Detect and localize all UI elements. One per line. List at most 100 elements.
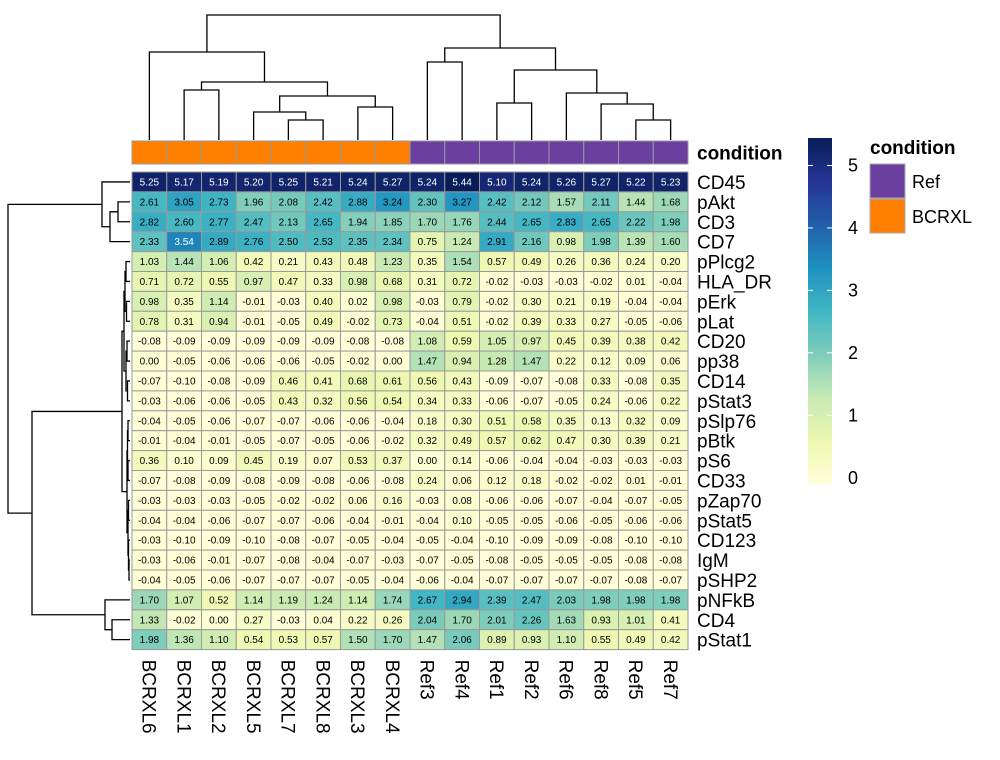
row-label: CD7 bbox=[697, 233, 735, 254]
cell-value-label: -0.05 bbox=[659, 496, 682, 507]
cell-value-label: 0.93 bbox=[522, 635, 542, 646]
cell-value-label: 0.35 bbox=[418, 257, 438, 268]
cell-value-label: 0.22 bbox=[661, 396, 681, 407]
dendrogram-branch bbox=[279, 95, 376, 112]
cell-value-label: -0.06 bbox=[207, 396, 230, 407]
cell-value-label: 0.19 bbox=[591, 297, 611, 308]
row-label: pStat1 bbox=[697, 631, 752, 652]
cell-value-label: -0.03 bbox=[416, 297, 439, 308]
dendrogram-branch bbox=[126, 380, 130, 402]
annotation-cell bbox=[444, 140, 480, 165]
cell-value-label: 2.88 bbox=[348, 197, 368, 208]
cell-value-label: 2.04 bbox=[418, 615, 438, 626]
cell-value-label: -0.02 bbox=[555, 476, 578, 487]
cell-value-label: 0.51 bbox=[487, 416, 507, 427]
cell-value-label: 2.42 bbox=[487, 197, 507, 208]
cell-value-label: 0.13 bbox=[591, 416, 611, 427]
cell-value-label: 0.34 bbox=[418, 396, 438, 407]
cell-value-label: 0.12 bbox=[487, 476, 507, 487]
cell-value-label: 0.43 bbox=[452, 376, 472, 387]
cell-value-label: -0.08 bbox=[624, 376, 647, 387]
dendrogram-branch bbox=[111, 619, 130, 641]
cell-value-label: 0.56 bbox=[418, 376, 438, 387]
cell-value-label: -0.06 bbox=[485, 496, 508, 507]
cell-value-label: 1.03 bbox=[140, 257, 160, 268]
cell-value-label: -0.04 bbox=[312, 556, 335, 567]
cell-value-label: 0.06 bbox=[452, 476, 472, 487]
cell-value-label: 0.45 bbox=[557, 337, 577, 348]
cell-value-label: -0.07 bbox=[242, 575, 265, 586]
cell-value-label: -0.04 bbox=[451, 575, 474, 586]
cell-value-label: 0.33 bbox=[557, 317, 577, 328]
cell-value-label: -0.04 bbox=[451, 536, 474, 547]
cell-value-label: 0.98 bbox=[348, 277, 368, 288]
annotation-cell bbox=[201, 140, 237, 165]
cell-value-label: -0.03 bbox=[659, 456, 682, 467]
cell-value-label: -0.06 bbox=[277, 357, 300, 368]
cell-value-label: -0.05 bbox=[242, 436, 265, 447]
cell-value-label: -0.09 bbox=[312, 337, 335, 348]
cell-value-label: 0.41 bbox=[661, 615, 681, 626]
cell-value-label: -0.08 bbox=[555, 376, 578, 387]
cell-value-label: 0.47 bbox=[279, 277, 299, 288]
cell-value-label: 0.24 bbox=[591, 396, 611, 407]
cell-value-label: 0.39 bbox=[626, 436, 646, 447]
column-dendrogram bbox=[148, 14, 672, 140]
cell-value-label: -0.07 bbox=[485, 575, 508, 586]
colorbar-gradient bbox=[808, 138, 832, 484]
cell-value-label: 0.20 bbox=[661, 257, 681, 268]
cell-value-label: -0.06 bbox=[242, 357, 265, 368]
cell-value-label: -0.06 bbox=[346, 416, 369, 427]
cell-value-label: 1.76 bbox=[452, 217, 472, 228]
cell-value-label: 1.19 bbox=[279, 595, 299, 606]
cell-value-label: -0.09 bbox=[520, 536, 543, 547]
cell-value-label: 0.21 bbox=[279, 257, 299, 268]
cell-value-label: 0.14 bbox=[452, 456, 472, 467]
cell-value-label: -0.03 bbox=[590, 456, 613, 467]
cell-value-label: 0.51 bbox=[452, 317, 472, 328]
cell-value-label: 5.26 bbox=[557, 177, 577, 188]
cell-value-label: -0.02 bbox=[312, 496, 335, 507]
row-label: CD20 bbox=[697, 332, 746, 353]
cell-value-label: -0.10 bbox=[624, 536, 647, 547]
cell-value-label: 0.30 bbox=[522, 297, 542, 308]
cell-value-label: -0.06 bbox=[485, 396, 508, 407]
cell-value-label: -0.06 bbox=[207, 416, 230, 427]
cell-value-label: 1.24 bbox=[452, 237, 472, 248]
cell-value-label: 0.01 bbox=[626, 277, 646, 288]
cell-value-label: 0.12 bbox=[591, 357, 611, 368]
cell-value-label: 1.70 bbox=[418, 217, 438, 228]
dendrogram-branch bbox=[496, 102, 533, 140]
cell-value-label: 2.50 bbox=[279, 237, 299, 248]
cell-value-label: 2.11 bbox=[592, 197, 611, 208]
cell-value-label: 0.40 bbox=[313, 297, 333, 308]
cell-value-label: -0.10 bbox=[242, 536, 265, 547]
cell-value-label: -0.09 bbox=[242, 337, 265, 348]
column-label: BCRXL3 bbox=[346, 660, 367, 734]
row-label: IgM bbox=[697, 551, 729, 572]
column-label: Ref1 bbox=[485, 660, 506, 700]
cell-value-label: 1.06 bbox=[209, 257, 229, 268]
dendrogram-branch bbox=[513, 69, 598, 103]
cell-value-label: 0.04 bbox=[313, 615, 333, 626]
cell-value-label: 0.35 bbox=[174, 297, 194, 308]
cell-value-label: 0.42 bbox=[244, 257, 264, 268]
cell-value-label: -0.07 bbox=[555, 575, 578, 586]
cell-value-label: 1.94 bbox=[348, 217, 368, 228]
row-label: CD123 bbox=[697, 531, 756, 552]
cell-value-label: -0.04 bbox=[138, 416, 161, 427]
cell-value-label: 1.54 bbox=[452, 257, 472, 268]
cell-value-label: -0.07 bbox=[520, 575, 543, 586]
annotation-cell bbox=[340, 140, 376, 165]
cell-value-label: 1.98 bbox=[140, 635, 160, 646]
cell-value-label: -0.02 bbox=[173, 615, 196, 626]
cell-value-label: 3.27 bbox=[452, 197, 472, 208]
cell-value-label: -0.08 bbox=[659, 556, 682, 567]
column-label: BCRXL5 bbox=[242, 660, 263, 734]
cell-value-label: -0.03 bbox=[138, 496, 161, 507]
cell-value-label: 1.47 bbox=[522, 357, 542, 368]
cell-value-label: 0.98 bbox=[557, 237, 577, 248]
column-label: BCRXL1 bbox=[172, 660, 193, 734]
row-dendrogram bbox=[7, 181, 130, 641]
dendrogram-branch bbox=[183, 89, 220, 140]
